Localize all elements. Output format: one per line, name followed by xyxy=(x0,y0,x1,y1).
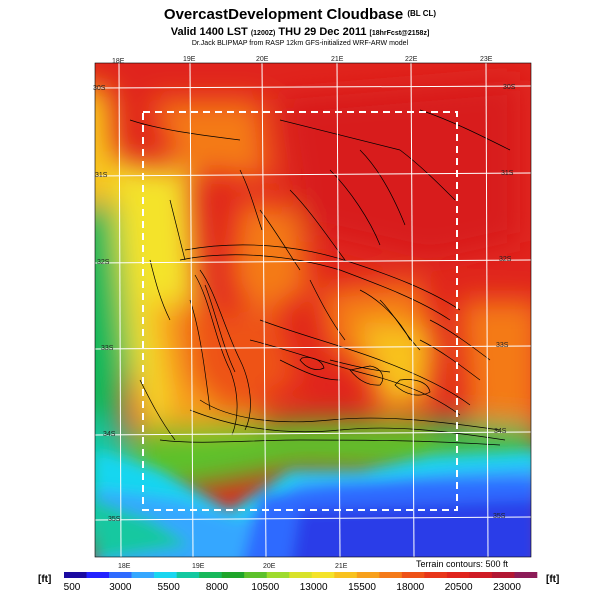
terrain-contour-note: Terrain contours: 500 ft xyxy=(415,559,508,569)
colorbar-unit-left: [ft] xyxy=(38,574,52,585)
colorbar-swatch xyxy=(379,572,403,578)
colorbar-tick-label: 10500 xyxy=(251,582,280,593)
colorbar-swatch xyxy=(131,572,155,578)
colorbar-swatch xyxy=(199,572,222,578)
title-main: OvercastDevelopment Cloudbase xyxy=(163,6,404,23)
colorbar-tick-label: 23000 xyxy=(493,582,521,593)
lon-label-bottom: 19E xyxy=(192,563,205,570)
lat-label-left: 32S xyxy=(97,259,110,266)
lon-label-bottom: 21E xyxy=(335,563,348,570)
chart-title: OvercastDevelopment Cloudbase (BL CL) xyxy=(0,6,600,23)
lon-label-top: 18E xyxy=(112,58,125,65)
lat-label-right: 33S xyxy=(496,342,509,349)
colorbar-swatch xyxy=(424,572,448,578)
colorbar-tick-label: 8000 xyxy=(205,582,229,593)
title-suffix: (BL CL) xyxy=(407,9,437,18)
lat-label-left: 31S xyxy=(95,172,108,179)
colorbar-tick-label: 500 xyxy=(63,582,81,593)
colorbar-swatch xyxy=(311,572,335,578)
valid-run: [18hrFcst@2158z] xyxy=(369,30,430,37)
lat-label-right: 34S xyxy=(494,428,507,435)
colorbar-swatch xyxy=(64,572,87,578)
lon-label-bottom: 18E xyxy=(118,563,131,570)
map-field xyxy=(95,63,531,557)
colorbar-swatch xyxy=(356,572,380,578)
inner-domain-box xyxy=(142,111,458,511)
lat-label-left: 33S xyxy=(101,345,114,352)
colorbar-swatch xyxy=(334,572,358,578)
colorbar-swatch xyxy=(289,572,313,578)
colorbar xyxy=(64,572,538,578)
lon-label-top: 22E xyxy=(405,56,418,63)
colorbar-tick-label: 18000 xyxy=(396,582,425,593)
colorbar-swatch xyxy=(491,572,515,578)
colorbar-swatch xyxy=(514,572,538,578)
colorbar-swatch xyxy=(244,572,268,578)
valid-date: THU 29 Dec 2011 xyxy=(278,26,367,38)
lat-label-right: 31S xyxy=(501,170,514,177)
colorbar-swatch xyxy=(176,572,200,578)
colorbar-unit-right: [ft] xyxy=(546,574,560,585)
lon-label-top: 21E xyxy=(331,56,344,63)
lon-label-top: 23E xyxy=(480,56,493,63)
colorbar-tick-label: 20500 xyxy=(444,582,473,593)
valid-code: (1200Z) xyxy=(250,30,276,37)
colorbar-swatch xyxy=(109,572,132,578)
valid-time: Valid 1400 LST xyxy=(170,26,248,38)
lat-label-right: 30S xyxy=(503,84,516,91)
lon-label-bottom: 20E xyxy=(263,563,276,570)
lat-label-left: 34S xyxy=(103,431,116,438)
colorbar-swatch xyxy=(154,572,177,578)
colorbar-swatch xyxy=(86,572,110,578)
colorbar-swatch xyxy=(266,572,290,578)
lat-label-right: 32S xyxy=(499,256,512,263)
colorbar-tick-label: 15500 xyxy=(348,582,376,593)
colorbar-tick-label: 3000 xyxy=(109,582,132,593)
lon-label-top: 20E xyxy=(256,56,269,63)
valid-line: Valid 1400 LST (1200Z) THU 29 Dec 2011 [… xyxy=(0,26,600,38)
lon-label-top: 19E xyxy=(183,56,196,63)
colorbar-swatch xyxy=(401,572,425,578)
colorbar-swatch xyxy=(446,572,470,578)
graticule xyxy=(95,63,531,557)
colorbar-tick-label: 5500 xyxy=(157,582,180,593)
colorbar-swatch xyxy=(221,572,245,578)
lat-label-right: 35S xyxy=(493,513,506,520)
lat-label-left: 30S xyxy=(93,85,106,92)
colorbar-swatch xyxy=(469,572,493,578)
credit-line: Dr.Jack BLIPMAP from RASP 12km GFS-initi… xyxy=(191,40,409,47)
lat-label-left: 35S xyxy=(108,516,121,523)
colorbar-tick-label: 13000 xyxy=(299,582,328,593)
